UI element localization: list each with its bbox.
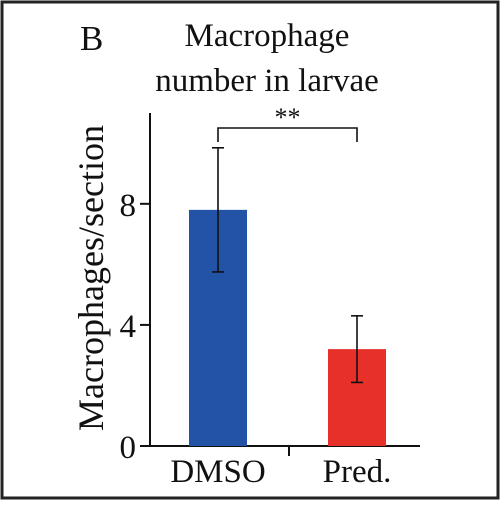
significance-bracket bbox=[217, 127, 358, 142]
significance-label: ** bbox=[275, 103, 301, 132]
x-tick-label: DMSO bbox=[170, 454, 265, 490]
panel-label: B bbox=[80, 19, 103, 58]
x-tick-label: Pred. bbox=[323, 454, 392, 490]
y-tick-label: 8 bbox=[120, 188, 137, 224]
y-axis-label: Macrophages/section bbox=[71, 125, 111, 431]
chart-title-line-2: number in larvae bbox=[155, 63, 379, 99]
y-tick-label: 4 bbox=[120, 309, 137, 345]
y-tick-label: 0 bbox=[120, 430, 137, 466]
chart-title-line-1: Macrophage bbox=[185, 18, 350, 54]
chart-marks: 0 4 8 DMSO Pred. ** bbox=[120, 103, 392, 490]
